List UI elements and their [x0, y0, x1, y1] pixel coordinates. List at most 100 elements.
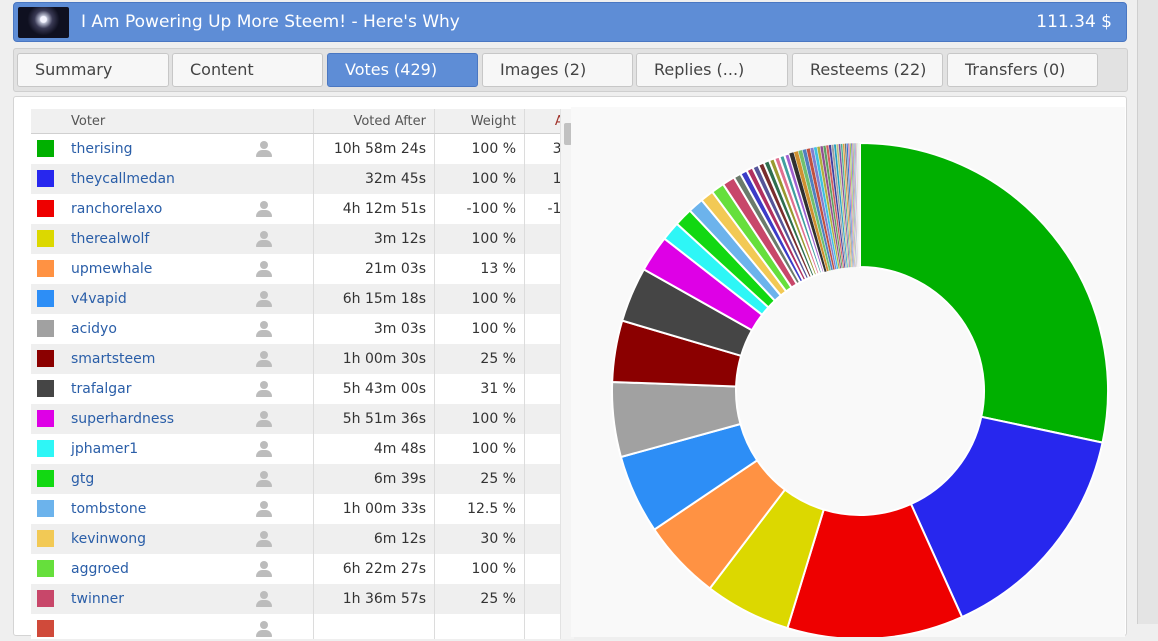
- voter-cell[interactable]: trafalgar: [63, 374, 314, 404]
- user-profile-icon[interactable]: [256, 591, 272, 607]
- voter-cell[interactable]: smartsteem: [63, 344, 314, 374]
- voter-color-swatch-cell: [31, 194, 63, 224]
- voter-color-swatch-cell: [31, 404, 63, 434]
- user-profile-icon[interactable]: [256, 621, 272, 637]
- voter-color-swatch-cell: [31, 314, 63, 344]
- weight-cell: 30 %: [435, 524, 525, 554]
- voter-color-swatch: [37, 260, 54, 277]
- voter-name[interactable]: ranchorelaxo: [71, 201, 256, 217]
- voter-name[interactable]: therising: [71, 141, 256, 157]
- voter-color-swatch: [37, 230, 54, 247]
- voter-name[interactable]: v4vapid: [71, 291, 256, 307]
- vote-row[interactable]: [31, 614, 574, 640]
- voter-color-swatch-cell: [31, 344, 63, 374]
- voter-column-header[interactable]: Voter: [63, 109, 314, 134]
- tab-images[interactable]: Images (2): [482, 53, 633, 87]
- user-profile-icon[interactable]: [256, 531, 272, 547]
- vote-distribution-chart: [571, 107, 1125, 637]
- voter-name[interactable]: acidyo: [71, 321, 256, 337]
- voter-name[interactable]: jphamer1: [71, 441, 256, 457]
- voter-cell[interactable]: v4vapid: [63, 284, 314, 314]
- voter-cell[interactable]: ranchorelaxo: [63, 194, 314, 224]
- voter-cell[interactable]: acidyo: [63, 314, 314, 344]
- voted-after-cell: 6h 22m 27s: [314, 554, 435, 584]
- voted-after-cell: 32m 45s: [314, 164, 435, 194]
- voter-cell[interactable]: superhardness: [63, 404, 314, 434]
- voter-color-swatch-cell: [31, 374, 63, 404]
- voter-cell[interactable]: twinner: [63, 584, 314, 614]
- weight-cell: 25 %: [435, 464, 525, 494]
- voter-cell[interactable]: jphamer1: [63, 434, 314, 464]
- voted-after-cell: 6m 12s: [314, 524, 435, 554]
- post-title[interactable]: I Am Powering Up More Steem! - Here's Wh…: [81, 12, 460, 32]
- voter-name[interactable]: kevinwong: [71, 531, 256, 547]
- voter-name[interactable]: trafalgar: [71, 381, 256, 397]
- user-profile-icon[interactable]: [256, 471, 272, 487]
- weight-column-header[interactable]: Weight: [435, 109, 525, 134]
- voter-cell[interactable]: tombstone: [63, 494, 314, 524]
- tab-transfers[interactable]: Transfers (0): [947, 53, 1098, 87]
- user-profile-icon[interactable]: [256, 231, 272, 247]
- weight-cell: 100 %: [435, 554, 525, 584]
- voter-cell[interactable]: aggroed: [63, 554, 314, 584]
- voter-cell[interactable]: upmewhale: [63, 254, 314, 284]
- voter-name[interactable]: upmewhale: [71, 261, 256, 277]
- user-profile-icon[interactable]: [256, 321, 272, 337]
- voter-name[interactable]: therealwolf: [71, 231, 256, 247]
- voter-name[interactable]: superhardness: [71, 411, 256, 427]
- donut-slice-therising[interactable]: [860, 143, 1108, 443]
- voter-name[interactable]: aggroed: [71, 561, 256, 577]
- post-header: I Am Powering Up More Steem! - Here's Wh…: [13, 2, 1127, 42]
- tab-resteems[interactable]: Resteems (22): [792, 53, 943, 87]
- tab-votes[interactable]: Votes (429): [327, 53, 478, 87]
- user-profile-icon[interactable]: [256, 141, 272, 157]
- weight-cell: 100 %: [435, 404, 525, 434]
- voter-name[interactable]: gtg: [71, 471, 256, 487]
- voter-cell[interactable]: kevinwong: [63, 524, 314, 554]
- user-profile-icon[interactable]: [256, 351, 272, 367]
- user-profile-icon[interactable]: [256, 381, 272, 397]
- post-thumbnail[interactable]: [18, 7, 69, 38]
- tab-summary[interactable]: Summary: [17, 53, 169, 87]
- voted-after-cell: 10h 58m 24s: [314, 134, 435, 164]
- tab-replies[interactable]: Replies (...): [636, 53, 788, 87]
- window-scrollbar[interactable]: [1137, 0, 1158, 624]
- voter-name[interactable]: smartsteem: [71, 351, 256, 367]
- user-profile-icon[interactable]: [256, 201, 272, 217]
- voter-color-swatch: [37, 140, 54, 157]
- user-profile-icon[interactable]: [256, 261, 272, 277]
- user-profile-icon[interactable]: [256, 501, 272, 517]
- voter-name[interactable]: tombstone: [71, 501, 256, 517]
- voter-color-swatch: [37, 530, 54, 547]
- voter-cell[interactable]: therealwolf: [63, 224, 314, 254]
- voter-cell[interactable]: [63, 614, 314, 640]
- voted-after-column-header[interactable]: Voted After: [314, 109, 435, 134]
- tab-content[interactable]: Content: [172, 53, 323, 87]
- voter-name[interactable]: twinner: [71, 591, 256, 607]
- voter-cell[interactable]: gtg: [63, 464, 314, 494]
- user-profile-icon[interactable]: [256, 411, 272, 427]
- voter-cell[interactable]: therising: [63, 134, 314, 164]
- voter-cell[interactable]: theycallmedan: [63, 164, 314, 194]
- user-profile-icon[interactable]: [256, 561, 272, 577]
- user-profile-icon[interactable]: [256, 291, 272, 307]
- voter-name[interactable]: theycallmedan: [71, 171, 256, 187]
- user-profile-icon[interactable]: [256, 441, 272, 457]
- votes-table-container: Voter Voted After Weight Amount therisin…: [31, 109, 574, 639]
